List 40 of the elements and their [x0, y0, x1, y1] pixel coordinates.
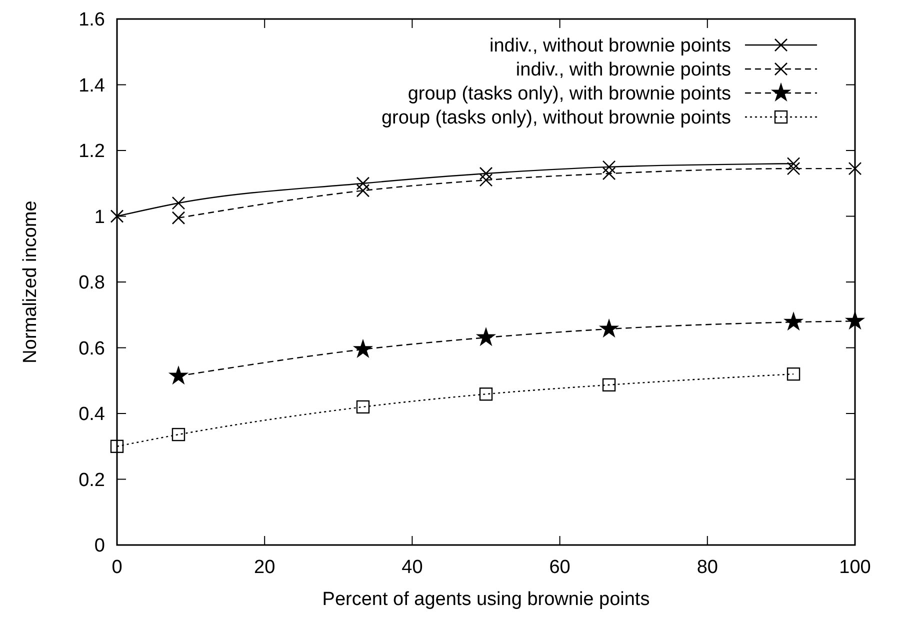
- point: [110, 440, 124, 453]
- point: [356, 184, 370, 198]
- point: [476, 328, 496, 346]
- y-tick-label: 1.6: [78, 10, 105, 31]
- point: [602, 378, 616, 392]
- point: [356, 400, 370, 414]
- y-tick-label: 1.4: [78, 75, 106, 96]
- point: [110, 210, 124, 223]
- y-tick-label: 0.4: [78, 404, 106, 426]
- legend-label: group (tasks only), without brownie points: [381, 108, 731, 129]
- legend-label: indiv., with brownie points: [516, 60, 731, 81]
- y-tick-label: 1.2: [78, 141, 105, 162]
- point: [784, 312, 803, 330]
- point: [172, 428, 186, 442]
- y-tick-label: 0.2: [78, 470, 105, 491]
- x-tick-label: 100: [839, 557, 871, 578]
- x-tick-label: 60: [549, 557, 570, 578]
- point: [356, 176, 370, 190]
- y-tick-label: 0: [94, 536, 105, 557]
- x-tick-label: 0: [112, 557, 122, 578]
- point: [600, 320, 618, 337]
- point: [846, 312, 864, 329]
- legend-label: indiv., without brownie points: [490, 36, 731, 57]
- y-tick-label: 0.6: [78, 338, 105, 360]
- y-tick-label: 0.8: [78, 272, 105, 294]
- x-tick-label: 80: [696, 557, 718, 578]
- point: [848, 162, 862, 176]
- y-tick-label: 1: [94, 206, 105, 228]
- point: [172, 211, 186, 225]
- x-tick-label: 40: [402, 557, 423, 578]
- x-axis-title: Percent of agents using brownie points: [322, 589, 650, 610]
- point: [172, 196, 186, 210]
- point: [169, 366, 188, 384]
- point: [786, 162, 800, 176]
- point: [479, 388, 493, 401]
- legend-label: group (tasks only), with brownie points: [408, 84, 731, 105]
- x-tick-label: 20: [254, 557, 276, 578]
- y-axis-title: Normalized income: [20, 200, 41, 364]
- point: [786, 367, 800, 381]
- point: [354, 340, 372, 358]
